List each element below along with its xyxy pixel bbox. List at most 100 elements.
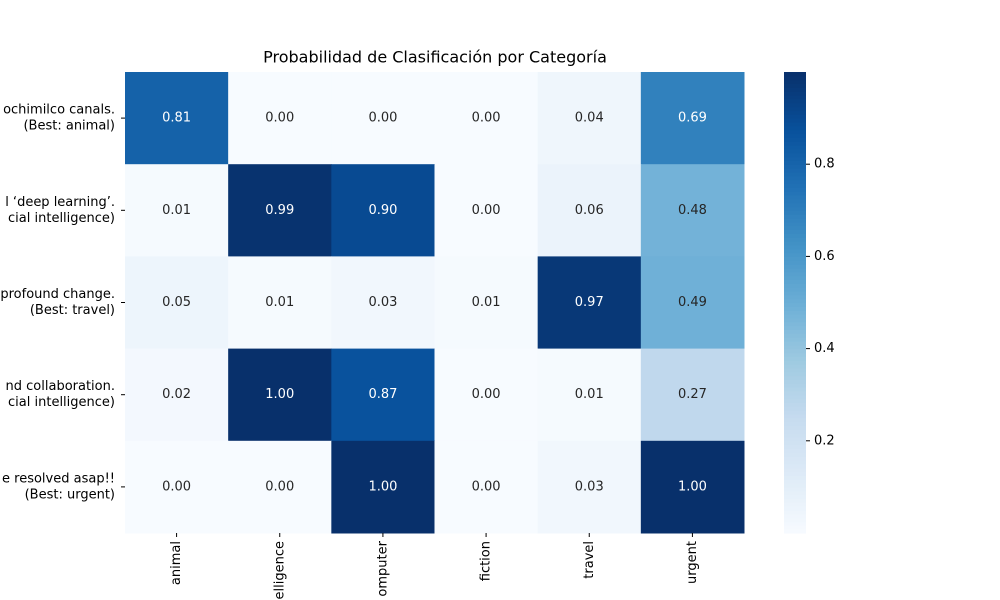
colorbar-segment: [784, 352, 806, 357]
heatmap-cell: [331, 256, 435, 350]
colorbar-segment: [784, 502, 806, 507]
colorbar-segment: [784, 506, 806, 511]
cell-label: 0.05: [162, 295, 191, 310]
colorbar-segment: [784, 321, 806, 327]
colorbar-segment: [784, 390, 806, 396]
colorbar-segment: [784, 244, 806, 250]
x-tick-label: elligence: [272, 541, 287, 599]
colorbar-segment: [784, 106, 806, 112]
colorbar-segment: [784, 337, 806, 342]
colorbar-segment: [784, 79, 806, 85]
colorbar-segment: [784, 360, 806, 365]
colorbar-segment: [784, 267, 806, 273]
cell-label: 0.27: [678, 387, 707, 402]
colorbar-segment: [784, 433, 806, 438]
colorbar-segment: [784, 525, 806, 530]
colorbar-segment: [784, 448, 806, 453]
x-tick-label: omputer: [375, 540, 390, 596]
colorbar-segment: [784, 225, 806, 231]
colorbar-segment: [784, 463, 806, 469]
heatmap-cell: [537, 440, 642, 534]
colorbar-segment: [784, 271, 806, 277]
cell-label: 0.02: [162, 387, 191, 402]
colorbar-segment: [784, 333, 806, 338]
colorbar-segment: [784, 440, 806, 446]
colorbar-segment: [784, 114, 806, 119]
heatmap-cell: [640, 72, 745, 165]
colorbar-segment: [784, 383, 806, 388]
colorbar-tick-label: 0.8: [814, 157, 835, 172]
x-tick-label: fiction: [479, 541, 494, 581]
colorbar-segment: [784, 317, 806, 323]
colorbar-segment: [784, 275, 806, 281]
cell-label: 0.00: [472, 203, 501, 218]
colorbar-segment: [784, 436, 806, 442]
colorbar-segment: [784, 144, 806, 150]
colorbar-segment: [784, 460, 806, 465]
heatmap-cell: [331, 72, 435, 165]
colorbar-segment: [784, 529, 806, 534]
heatmap-cell: [640, 440, 745, 534]
colorbar-segment: [784, 141, 806, 146]
colorbar-segment: [784, 137, 806, 142]
colorbar-tick-label: 0.4: [814, 341, 835, 356]
colorbar-segment: [784, 171, 806, 177]
colorbar-segment: [784, 125, 806, 131]
x-tick-label: urgent: [685, 541, 700, 584]
colorbar-segment: [784, 175, 806, 181]
y-tick-label: profound change.: [0, 287, 115, 302]
colorbar-segment: [784, 156, 806, 161]
colorbar-segment: [784, 260, 806, 265]
colorbar-segment: [784, 290, 806, 296]
colorbar-segment: [784, 314, 806, 319]
cell-label: 0.90: [368, 203, 397, 218]
y-tick-label: (Best: animal): [23, 119, 115, 134]
colorbar-segment: [784, 340, 806, 346]
colorbar-segment: [784, 237, 806, 242]
cell-label: 0.69: [678, 111, 707, 126]
colorbar-segment: [784, 456, 806, 461]
y-tick-label: nd collaboration.: [6, 379, 115, 394]
colorbar-segment: [784, 375, 806, 380]
colorbar-segment: [784, 471, 806, 476]
colorbar-segment: [784, 490, 806, 496]
colorbar-segment: [784, 206, 806, 211]
colorbar-segment: [784, 252, 806, 257]
colorbar-segment: [784, 452, 806, 457]
colorbar-segment: [784, 198, 806, 204]
colorbar-segment: [784, 387, 806, 392]
colorbar-segment: [784, 283, 806, 288]
colorbar-segment: [784, 110, 806, 115]
colorbar-segment: [784, 148, 806, 154]
cell-label: 0.06: [575, 203, 604, 218]
colorbar-segment: [784, 329, 806, 334]
colorbar-segment: [784, 264, 806, 269]
colorbar-segment: [784, 498, 806, 503]
colorbar-segment: [784, 398, 806, 403]
colorbar-segment: [784, 202, 806, 208]
y-tick-label: (Best: urgent): [25, 487, 115, 502]
colorbar-segment: [784, 87, 806, 92]
colorbar-segment: [784, 467, 806, 473]
colorbar-segment: [784, 475, 806, 480]
heatmap-cell: [434, 72, 539, 165]
colorbar-segment: [784, 191, 806, 196]
y-tick-label: e resolved asap!!: [2, 471, 115, 486]
colorbar-segment: [784, 160, 806, 165]
heatmap-cell: [537, 164, 642, 257]
cell-label: 0.00: [265, 111, 294, 126]
colorbar-segment: [784, 287, 806, 292]
colorbar-segment: [784, 486, 806, 492]
cell-label: 0.03: [575, 479, 604, 494]
colorbar-segment: [784, 221, 806, 227]
heatmap-cell: [331, 348, 435, 442]
cell-label: 0.99: [265, 203, 294, 218]
colorbar-segment: [784, 425, 806, 430]
colorbar-segment: [784, 194, 806, 200]
colorbar-segment: [784, 444, 806, 450]
cell-label: 1.00: [678, 479, 707, 494]
heatmap-cell: [331, 164, 435, 257]
heatmap-cell: [125, 164, 229, 257]
heatmap-cell: [125, 348, 229, 442]
